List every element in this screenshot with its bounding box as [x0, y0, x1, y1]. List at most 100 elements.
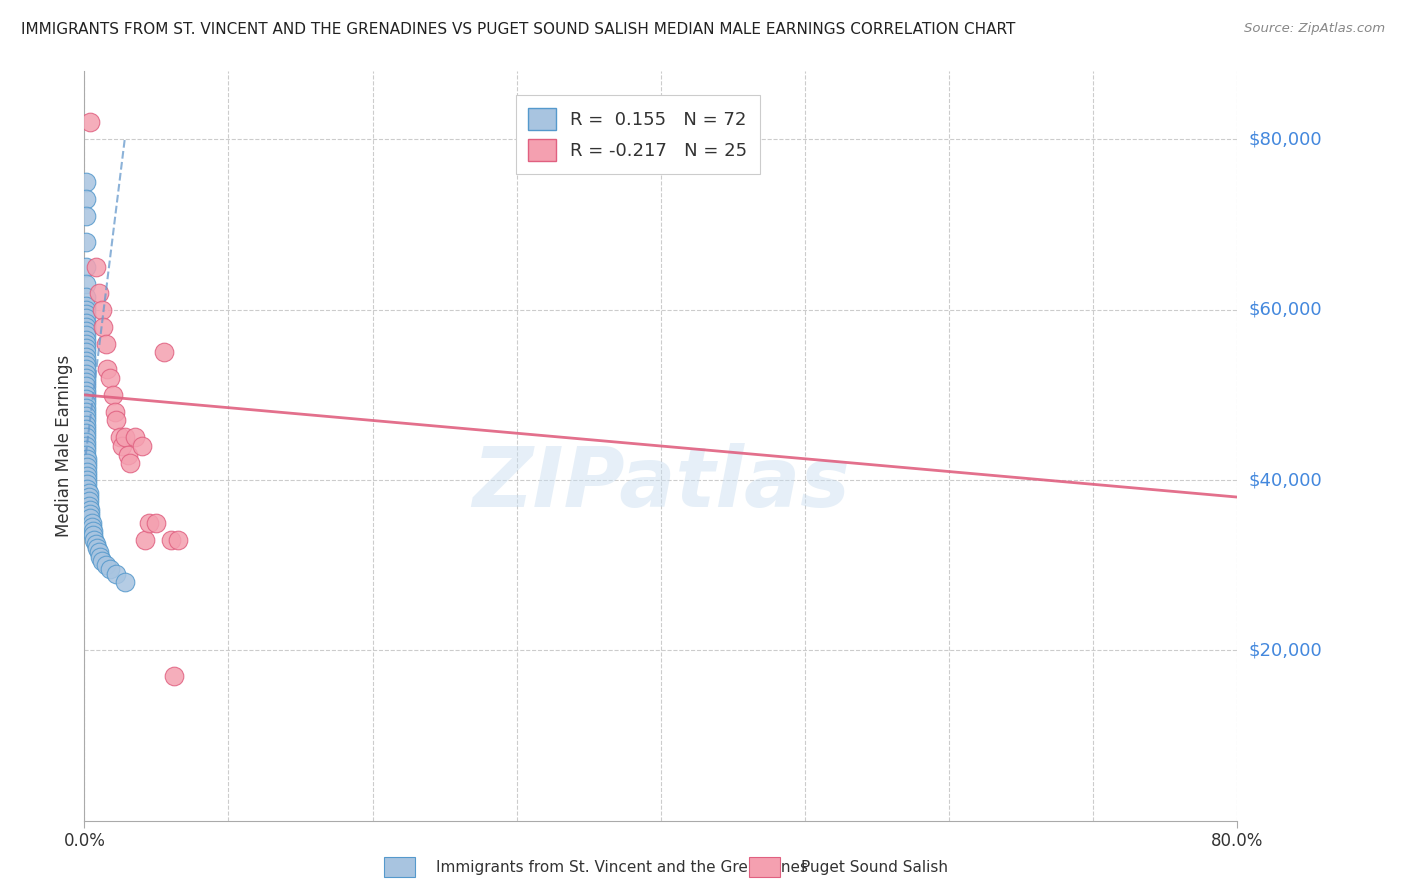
Text: ZIPatlas: ZIPatlas	[472, 443, 849, 524]
Point	[75, 192, 97, 206]
Point	[114, 575, 136, 590]
Point	[75, 354, 97, 368]
Legend: R =  0.155   N = 72, R = -0.217   N = 25: R = 0.155 N = 72, R = -0.217 N = 25	[516, 95, 759, 174]
Point	[75, 362, 97, 376]
Point	[91, 319, 114, 334]
Point	[76, 465, 98, 479]
Point	[87, 545, 110, 559]
Point	[75, 302, 97, 317]
Point	[83, 533, 105, 547]
Point	[80, 516, 103, 530]
Point	[75, 209, 97, 223]
Point	[75, 426, 97, 441]
Point	[75, 417, 97, 432]
Point	[110, 430, 132, 444]
Point	[75, 319, 97, 334]
Point	[75, 388, 97, 402]
Point	[145, 516, 167, 530]
Point	[75, 439, 97, 453]
Point	[75, 448, 97, 462]
Point	[75, 311, 97, 326]
Point	[75, 333, 97, 347]
Point	[76, 456, 98, 470]
Y-axis label: Median Male Earnings: Median Male Earnings	[55, 355, 73, 537]
Point	[86, 541, 108, 556]
Point	[75, 430, 97, 444]
Point	[75, 290, 97, 304]
Text: Source: ZipAtlas.com: Source: ZipAtlas.com	[1244, 22, 1385, 36]
Point	[75, 341, 97, 355]
Point	[160, 533, 183, 547]
Point	[75, 375, 97, 389]
Point	[75, 350, 97, 364]
Point	[104, 405, 127, 419]
Point	[90, 302, 112, 317]
Point	[131, 439, 153, 453]
Point	[117, 448, 139, 462]
Point	[90, 554, 112, 568]
Text: IMMIGRANTS FROM ST. VINCENT AND THE GRENADINES VS PUGET SOUND SALISH MEDIAN MALE: IMMIGRANTS FROM ST. VINCENT AND THE GREN…	[21, 22, 1015, 37]
Point	[124, 430, 146, 444]
Point	[75, 336, 97, 351]
Text: $60,000: $60,000	[1249, 301, 1322, 318]
Point	[75, 422, 97, 436]
Point	[75, 384, 97, 398]
Point	[75, 401, 97, 415]
Point	[163, 669, 186, 683]
Point	[75, 409, 97, 424]
Point	[89, 549, 111, 564]
Text: Immigrants from St. Vincent and the Grenadines: Immigrants from St. Vincent and the Gren…	[436, 860, 808, 874]
Point	[75, 299, 97, 313]
Point	[79, 511, 101, 525]
Point	[77, 494, 100, 508]
Point	[75, 316, 97, 330]
Point	[76, 482, 98, 496]
Point	[80, 520, 103, 534]
Text: $80,000: $80,000	[1249, 130, 1322, 148]
Point	[76, 468, 98, 483]
Point	[75, 345, 97, 359]
Point	[79, 507, 101, 521]
Point	[167, 533, 190, 547]
Point	[75, 413, 97, 427]
Point	[76, 451, 98, 466]
Point	[114, 430, 136, 444]
Point	[98, 562, 121, 576]
Point	[103, 388, 124, 402]
Point	[75, 260, 97, 275]
Point	[75, 443, 97, 458]
Point	[75, 328, 97, 343]
Point	[98, 371, 121, 385]
Point	[75, 405, 97, 419]
Point	[76, 473, 98, 487]
Point	[76, 477, 98, 491]
Point	[96, 362, 118, 376]
Point	[75, 324, 97, 338]
Point	[77, 499, 100, 513]
Point	[75, 367, 97, 381]
Point	[84, 537, 107, 551]
Point	[76, 460, 98, 475]
Point	[75, 235, 97, 249]
Point	[75, 175, 97, 189]
Point	[75, 307, 97, 321]
Point	[77, 486, 100, 500]
Text: Puget Sound Salish: Puget Sound Salish	[801, 860, 949, 874]
Point	[94, 558, 117, 573]
Point	[120, 456, 142, 470]
Point	[82, 528, 104, 542]
Point	[75, 392, 97, 407]
Point	[75, 379, 97, 393]
Point	[138, 516, 160, 530]
Point	[152, 345, 174, 359]
Point	[77, 490, 100, 504]
Point	[75, 396, 97, 410]
Point	[82, 524, 104, 538]
Point	[79, 115, 101, 129]
Point	[105, 413, 128, 427]
Point	[75, 277, 97, 292]
Point	[75, 371, 97, 385]
Text: $20,000: $20,000	[1249, 641, 1322, 659]
Point	[75, 358, 97, 372]
Point	[134, 533, 156, 547]
